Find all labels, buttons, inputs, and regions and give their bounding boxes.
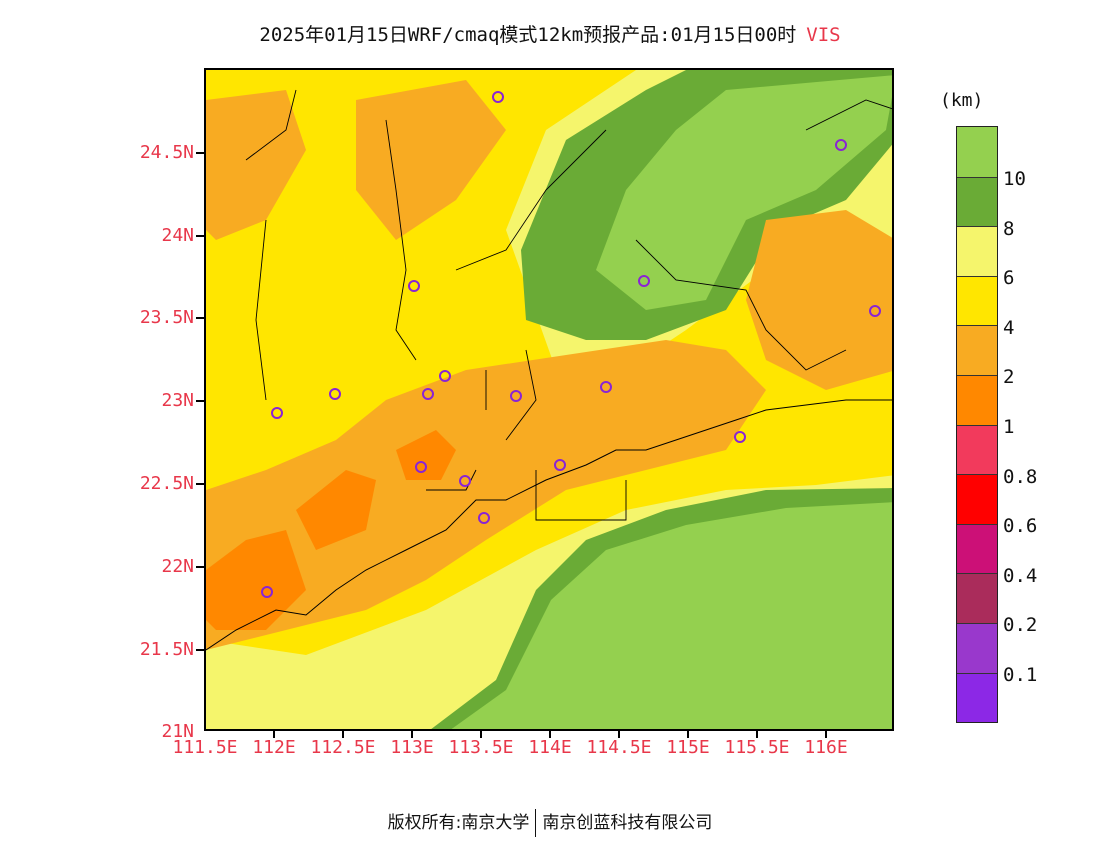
- y-tick-label: 23.5N: [139, 307, 194, 328]
- x-tick: [756, 731, 758, 738]
- city-marker: [638, 275, 650, 287]
- colorbar: [956, 126, 998, 724]
- colorbar-label: 10: [1003, 168, 1026, 190]
- y-tick: [196, 235, 204, 237]
- y-tick-label: 23N: [161, 390, 194, 411]
- x-tick: [480, 731, 482, 738]
- y-tick: [196, 152, 204, 154]
- city-marker: [554, 459, 566, 471]
- vis-zone-green-ne: [596, 75, 892, 310]
- x-tick-label: 116E: [804, 737, 848, 758]
- x-tick-label: 115E: [666, 737, 710, 758]
- y-tick-label: 24.5N: [139, 142, 194, 163]
- y-tick-label: 22N: [161, 556, 194, 577]
- y-tick-label: 22.5N: [139, 473, 194, 494]
- city-marker: [478, 512, 490, 524]
- city-marker: [869, 305, 881, 317]
- city-marker: [835, 139, 847, 151]
- colorbar-unit: (km): [940, 90, 984, 111]
- x-tick: [687, 731, 689, 738]
- city-marker: [261, 586, 273, 598]
- x-tick-label: 114E: [528, 737, 572, 758]
- colorbar-label: 2: [1003, 366, 1015, 388]
- colorbar-label: 0.1: [1003, 664, 1038, 686]
- y-tick: [196, 317, 204, 319]
- city-marker: [734, 431, 746, 443]
- y-tick-label: 24N: [161, 225, 194, 246]
- city-marker: [459, 475, 471, 487]
- city-marker: [510, 390, 522, 402]
- vis-zone-green-sea: [451, 502, 892, 729]
- vis-zone-orange-central: [206, 340, 766, 650]
- city-marker: [415, 461, 427, 473]
- y-tick: [196, 566, 204, 568]
- city-marker: [329, 388, 341, 400]
- city-marker: [422, 388, 434, 400]
- colorbar-label: 0.4: [1003, 565, 1038, 587]
- forecast-map: [204, 68, 894, 731]
- colorbar-swatch: [957, 523, 997, 574]
- colorbar-swatch: [957, 176, 997, 227]
- x-tick-label: 113.5E: [448, 737, 514, 758]
- colorbar-swatch: [957, 622, 997, 673]
- x-tick-label: 112E: [252, 737, 296, 758]
- x-tick: [411, 731, 413, 738]
- city-markers: [261, 91, 881, 598]
- x-tick-label: 115.5E: [724, 737, 790, 758]
- colorbar-label: 0.2: [1003, 614, 1038, 636]
- vis-zone-darkorange-prd: [396, 430, 456, 480]
- colorbar-swatch: [957, 325, 997, 375]
- colorbar-label: 8: [1003, 218, 1015, 240]
- y-tick: [196, 400, 204, 402]
- colorbar-label: 0.8: [1003, 466, 1038, 488]
- coastline: [206, 399, 892, 651]
- y-tick-label: 21N: [161, 721, 194, 742]
- colorbar-swatch: [957, 573, 997, 623]
- colorbar-swatch: [957, 474, 997, 524]
- colorbar-swatch: [957, 275, 997, 326]
- title-text: 2025年01月15日WRF/cmaq模式12km预报产品:01月15日00时: [259, 24, 797, 46]
- city-marker: [439, 370, 451, 382]
- x-tick-label: 114.5E: [586, 737, 652, 758]
- admin-boundaries: [245, 89, 892, 521]
- colorbar-label: 4: [1003, 317, 1015, 339]
- variable-label: VIS: [806, 24, 841, 46]
- city-marker: [271, 407, 283, 419]
- x-tick: [549, 731, 551, 738]
- y-tick: [196, 649, 204, 651]
- x-tick: [618, 731, 620, 738]
- vis-zone-orange-east: [746, 210, 892, 390]
- city-marker: [492, 91, 504, 103]
- colorbar-swatch: [957, 127, 997, 177]
- x-tick-label: 112.5E: [310, 737, 376, 758]
- colorbar-label: 1: [1003, 416, 1015, 438]
- vis-zone-darkorange-sw: [206, 530, 306, 630]
- colorbar-label: 0.6: [1003, 515, 1038, 537]
- colorbar-swatch: [957, 672, 997, 723]
- footer: 版权所有:南京大学 南京创蓝科技有限公司: [0, 808, 1100, 837]
- footer-copyright: 版权所有:南京大学: [387, 813, 530, 833]
- city-marker: [600, 381, 612, 393]
- vis-zone-darkorange-mid: [296, 470, 376, 550]
- chart-title: 2025年01月15日WRF/cmaq模式12km预报产品:01月15日00时 V…: [0, 20, 1100, 47]
- vis-zone-orange-nw: [206, 90, 306, 240]
- colorbar-label: 6: [1003, 267, 1015, 289]
- footer-company: 南京创蓝科技有限公司: [542, 813, 713, 833]
- footer-divider: [535, 809, 537, 837]
- x-tick-label: 113E: [390, 737, 434, 758]
- x-tick-label: 111.5E: [172, 737, 238, 758]
- colorbar-swatch: [957, 374, 997, 425]
- x-tick: [342, 731, 344, 738]
- city-marker: [408, 280, 420, 292]
- vis-zone-orange-north: [356, 80, 506, 240]
- x-tick: [825, 731, 827, 738]
- y-tick: [196, 483, 204, 485]
- colorbar-swatch: [957, 226, 997, 276]
- colorbar-swatch: [957, 424, 997, 475]
- x-tick: [273, 731, 275, 738]
- y-tick-label: 21.5N: [139, 639, 194, 660]
